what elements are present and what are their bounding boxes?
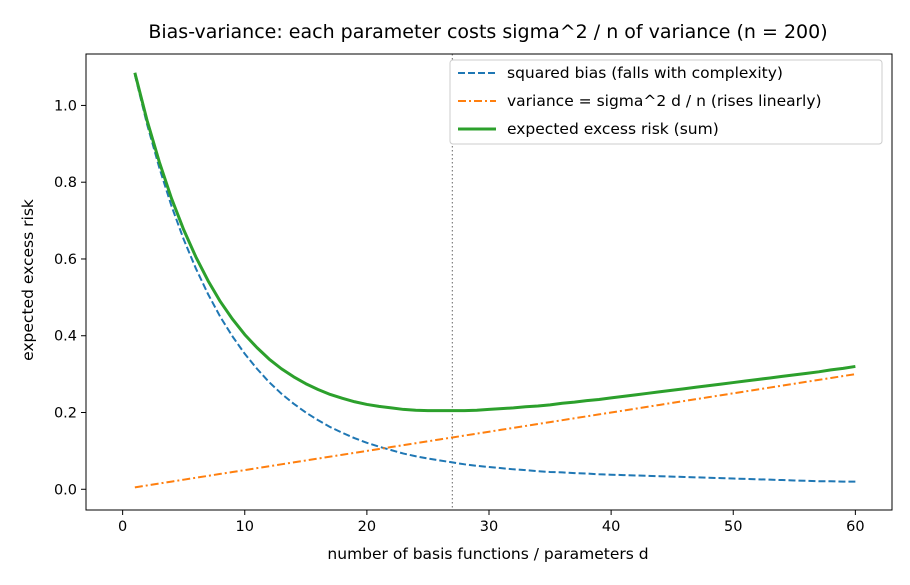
y-axis-label: expected excess risk [19,199,37,361]
y-tick-label: 0.0 [54,482,77,498]
x-tick-label: 40 [602,519,620,535]
series-line-0 [133,74,856,483]
legend-box [449,59,883,145]
x-tick-label: 10 [236,519,254,535]
series-line-1 [134,373,856,489]
chart-title: Bias-variance: each parameter costs sigm… [148,21,827,43]
x-tick-label: 60 [846,519,864,535]
y-tick-label: 0.4 [54,329,77,345]
y-tick-label: 0.6 [54,252,77,268]
x-axis-label: number of basis functions / parameters d [327,545,648,563]
x-axis-ticks: 0 10 20 30 40 50 60 [118,510,865,535]
y-tick-label: 0.2 [54,406,77,422]
y-tick-label: 1.0 [54,98,77,114]
x-tick-label: 20 [358,519,376,535]
x-tick-label: 0 [118,519,127,535]
legend-label-2: expected excess risk (sum) [507,120,719,138]
x-tick-label: 50 [724,519,742,535]
legend-label-0: squared bias (falls with complexity) [507,64,783,82]
y-axis-ticks: 0.0 0.2 0.4 0.6 0.8 1.0 [54,98,86,498]
series-layer [133,72,856,489]
y-tick-label: 0.8 [54,175,77,191]
series-line-2 [133,72,856,413]
legend: squared bias (falls with complexity) vari… [449,59,883,145]
legend-label-1: variance = sigma^2 d / n (rises linearly… [507,92,822,110]
x-tick-label: 30 [480,519,498,535]
